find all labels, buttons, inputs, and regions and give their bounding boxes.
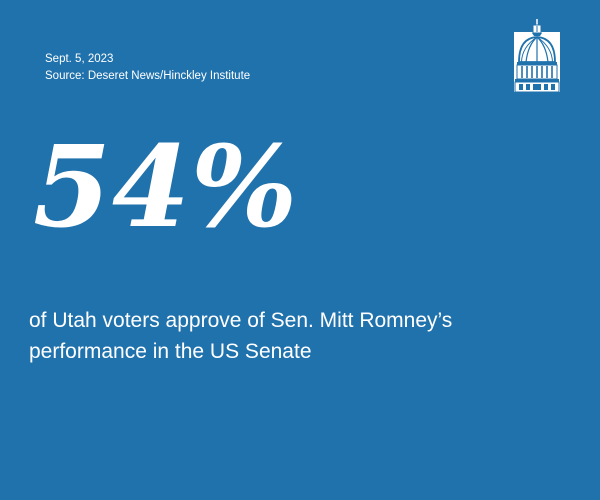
- header-meta: Sept. 5, 2023 Source: Deseret News/Hinck…: [45, 51, 250, 84]
- date-label: Sept. 5, 2023: [45, 53, 114, 65]
- stat-description: of Utah voters approve of Sen. Mitt Romn…: [29, 309, 453, 363]
- capitol-dome-icon: [512, 19, 562, 93]
- source-label: Source: Deseret News/Hinckley Institute: [45, 69, 251, 82]
- stat-value: 54%: [33, 122, 299, 253]
